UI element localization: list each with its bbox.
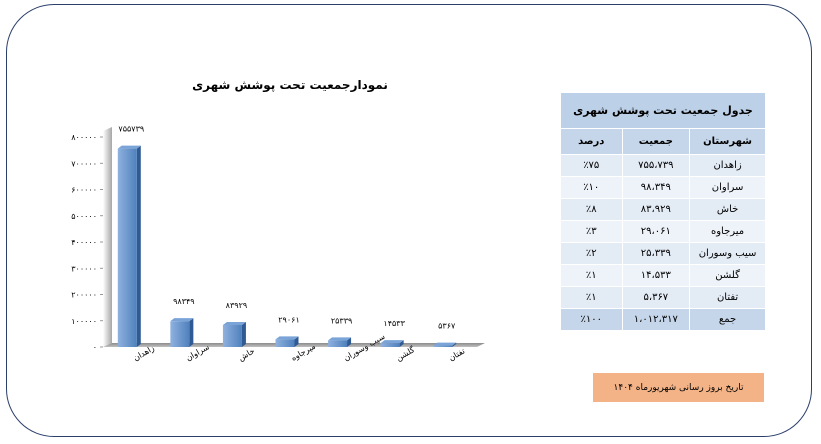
data-label: ۱۴۵۳۳	[383, 319, 405, 328]
table-row: سیب وسوران ۲۵،۳۳۹ ٪۲	[560, 242, 766, 265]
bar-top	[380, 340, 404, 344]
y-tick-label: ۱۰۰۰۰۰	[71, 317, 97, 326]
table-row: میرجاوه ۲۹،۰۶۱ ٪۳	[560, 220, 766, 243]
data-label: ۷۵۵۷۳۹	[118, 125, 144, 134]
bar-side	[294, 336, 299, 347]
update-date-note: تاریخ بروز رسانی شهریورماه ۱۴۰۴	[593, 373, 764, 402]
y-tick-label: ۷۰۰۰۰۰	[71, 159, 97, 168]
table-cell: ٪۲	[560, 242, 623, 265]
bar	[170, 321, 190, 347]
table-total-row: جمع ۱،۰۱۲،۳۱۷ ٪۱۰۰	[560, 308, 766, 331]
bar	[275, 339, 295, 347]
data-label: ۲۹۰۶۱	[278, 315, 299, 324]
y-tick-label: ۰	[93, 343, 97, 352]
bar	[328, 340, 348, 347]
table-header-percent: درصد	[560, 128, 623, 155]
table-row: تفتان ۵،۳۶۷ ٪۱	[560, 286, 766, 309]
table-cell: ۷۵۵،۷۳۹	[621, 154, 691, 177]
table-cell: میرجاوه	[689, 220, 766, 243]
data-label: ۹۸۳۴۹	[173, 297, 194, 306]
y-tick-label: ۴۰۰۰۰۰	[71, 238, 97, 247]
table-header-city: شهرستان	[689, 128, 766, 155]
bar-side	[399, 340, 404, 347]
bar-top	[433, 342, 457, 346]
bar-top	[222, 321, 246, 325]
bar-side	[347, 337, 352, 347]
table-cell: سیب وسوران	[689, 242, 766, 265]
table-row: خاش ۸۳،۹۲۹ ٪۸	[560, 198, 766, 221]
category-label: سیب وسوران	[342, 332, 387, 363]
table-cell: زاهدان	[689, 154, 766, 177]
table-cell: ٪۱	[560, 264, 623, 287]
table-cell: گلشن	[689, 264, 766, 287]
table-total-label: جمع	[689, 308, 766, 331]
data-label: ۵۳۶۷	[438, 322, 456, 331]
bar	[380, 343, 400, 347]
table-cell: خاش	[689, 198, 766, 221]
y-tick-label: ۶۰۰۰۰۰	[71, 186, 97, 195]
table-cell: ۸۳،۹۲۹	[621, 198, 691, 221]
bar-side	[189, 318, 194, 347]
bar	[222, 324, 242, 347]
table-row: سراوان ۹۸،۳۴۹ ٪۱۰	[560, 176, 766, 199]
table-cell: ٪۱	[560, 286, 623, 309]
bar	[117, 148, 137, 347]
table-cell: سراوان	[689, 176, 766, 199]
table-row: گلشن ۱۴،۵۳۳ ٪۱	[560, 264, 766, 287]
table-cell: ٪۱۰	[560, 176, 623, 199]
table-total-percent: ٪۱۰۰	[560, 308, 623, 331]
data-label: ۸۳۹۲۹	[226, 301, 247, 310]
table-row: زاهدان ۷۵۵،۷۳۹ ٪۷۵	[560, 154, 766, 177]
table-total-population: ۱،۰۱۲،۳۱۷	[621, 308, 691, 331]
bar-chart: نمودارجمعیت تحت پوشش شهری ۰ ۱۰۰۰۰۰ ۲۰۰۰۰۰ ۳۰…	[71, 78, 485, 363]
table-title: جدول جمعیت تحت پوشش شهری	[560, 92, 766, 129]
population-table: جدول جمعیت تحت پوشش شهری شهرستان جمعیت د…	[560, 92, 766, 331]
table-cell: ٪۳	[560, 220, 623, 243]
table-header-population: جمعیت	[621, 128, 691, 155]
bar-top	[328, 337, 352, 341]
category-label: خاش	[237, 346, 256, 362]
chart-title: نمودارجمعیت تحت پوشش شهری	[192, 78, 388, 93]
table-cell: ۲۵،۳۳۹	[621, 242, 691, 265]
chart-side-wall	[103, 127, 112, 347]
y-tick-label: ۸۰۰۰۰۰	[71, 133, 97, 142]
table-cell: ۵،۳۶۷	[621, 286, 691, 309]
table-cell: ٪۸	[560, 198, 623, 221]
table-cell: ۹۸،۳۴۹	[621, 176, 691, 199]
bar-top	[275, 336, 299, 340]
population-table-container: جدول جمعیت تحت پوشش شهری شهرستان جمعیت د…	[560, 92, 766, 331]
y-tick-label: ۲۰۰۰۰۰	[71, 291, 97, 300]
category-label: تفتان	[447, 346, 466, 362]
bar-side	[241, 321, 246, 347]
y-tick-label: ۳۰۰۰۰۰	[71, 264, 97, 273]
y-tick-label: ۵۰۰۰۰۰	[71, 212, 97, 221]
table-cell: ٪۷۵	[560, 154, 623, 177]
table-cell: ۲۹،۰۶۱	[621, 220, 691, 243]
bar-side	[136, 145, 141, 347]
bar	[433, 345, 453, 347]
bar-side	[452, 342, 457, 347]
table-cell: تفتان	[689, 286, 766, 309]
table-cell: ۱۴،۵۳۳	[621, 264, 691, 287]
data-label: ۲۵۳۳۹	[331, 316, 352, 325]
bar-top	[117, 145, 141, 149]
bar-top	[170, 318, 194, 322]
